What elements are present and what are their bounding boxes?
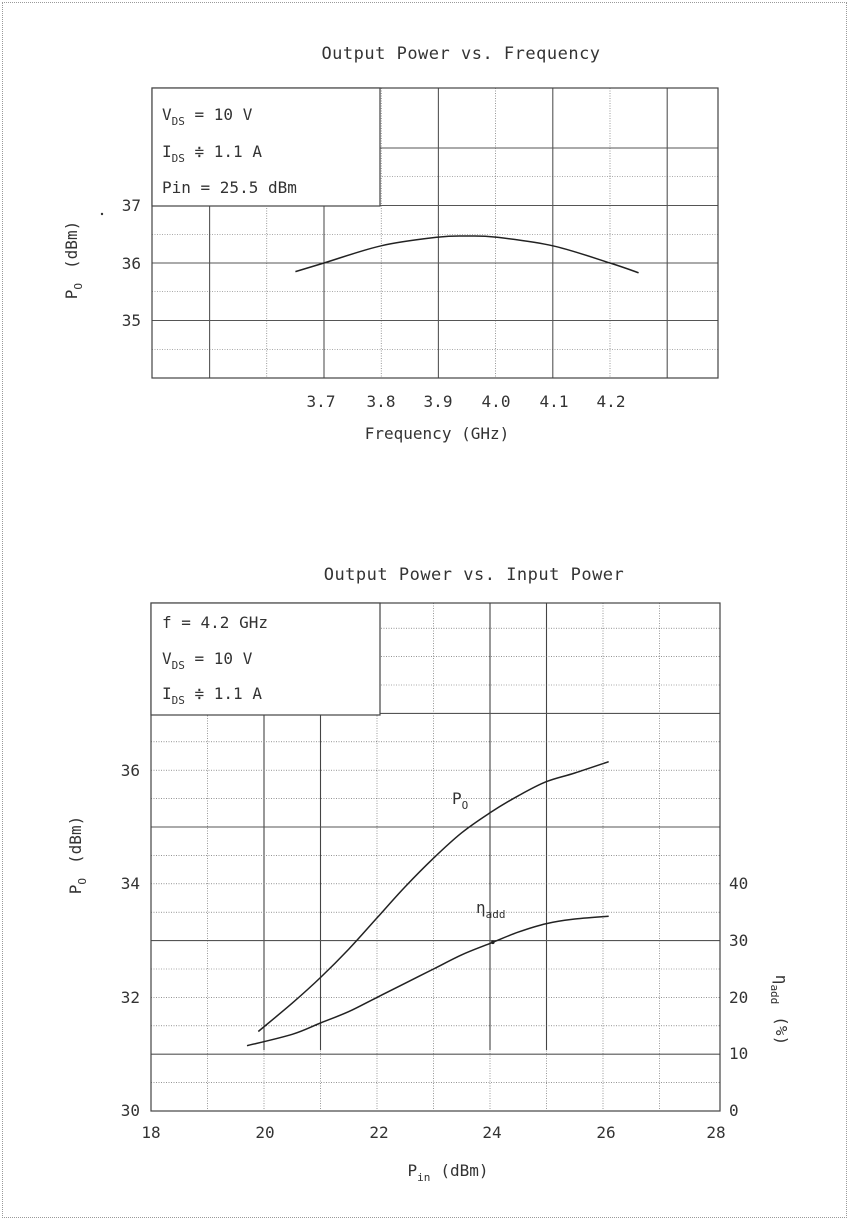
chart1-ytick-label: 36 [122, 254, 141, 273]
chart1-title: Output Power vs. Frequency [321, 44, 600, 64]
chart2-xtick-label: 26 [596, 1123, 615, 1142]
chart2-series-eta-add-line [246, 915, 609, 1047]
chart-output-power-vs-frequency: Output Power vs. Frequency VDS = 10 V ID… [62, 44, 719, 443]
chart1-xtick-label: 4.0 [482, 392, 511, 411]
chart2-annotation-f: f = 4.2 GHz [162, 613, 268, 632]
chart2-annotation-box [150, 602, 381, 716]
chart1-stray-dot [100, 212, 104, 216]
chart2-x-axis-label: Pin (dBm) [407, 1161, 488, 1184]
chart2-ytick-label: 36 [121, 761, 140, 780]
chart1-xtick-label: 3.7 [307, 392, 336, 411]
chart1-y-axis-label: PO(dBm) [62, 221, 85, 299]
chart2-annotation-vds: VDS = 10 V [162, 649, 253, 672]
chart1-plot-frame [151, 87, 719, 379]
chart2-xtick-label: 24 [482, 1123, 501, 1142]
chart1-x-axis-label: Frequency (GHz) [365, 424, 510, 443]
chart2-y2tick-label: 0 [729, 1101, 739, 1120]
chart2-title: Output Power vs. Input Power [324, 565, 625, 585]
chart1-xtick-label: 3.9 [424, 392, 453, 411]
chart2-ytick-label: 34 [121, 874, 140, 893]
chart2-xtick-label: 22 [369, 1123, 388, 1142]
chart-output-power-vs-input-power: Output Power vs. Input Power f = 4.2 GHz… [66, 565, 791, 1184]
chart1-annotation-vds: VDS = 10 V [162, 105, 253, 128]
chart2-y2tick-label: 30 [729, 931, 748, 950]
chart2-y2tick-label: 40 [729, 874, 748, 893]
chart1-xtick-label: 3.8 [367, 392, 396, 411]
chart1-series-line [295, 235, 639, 274]
chart1-ytick-label: 35 [122, 311, 141, 330]
chart1-xtick-label: 4.1 [540, 392, 569, 411]
chart2-xtick-label: 20 [255, 1123, 274, 1142]
chart2-y-axis-label: PO(dBm) [66, 816, 89, 894]
chart1-annotation-pin: Pin = 25.5 dBm [162, 178, 297, 197]
series-label-eta-add: ηadd [476, 898, 506, 921]
chart2-series-po-line [257, 760, 609, 1033]
chart2-y2tick-label: 10 [729, 1044, 748, 1063]
series-label-po: PO [452, 789, 468, 812]
chart2-xtick-label: 28 [706, 1123, 725, 1142]
chart2-ytick-label: 30 [121, 1101, 140, 1120]
chart1-xtick-label: 4.2 [597, 392, 626, 411]
chart2-y2-axis-label: ηadd(%) [768, 975, 791, 1045]
chart1-annotation-ids: IDS ≑ 1.1 A [162, 142, 262, 165]
chart2-eta-marker [491, 940, 495, 945]
chart2-y2tick-label: 20 [729, 988, 748, 1007]
chart2-plot-frame [150, 602, 721, 1112]
chart1-annotation-box [151, 87, 381, 207]
chart2-ytick-label: 32 [121, 988, 140, 1007]
chart1-ytick-label: 37 [122, 196, 141, 215]
chart2-annotation-ids: IDS ≑ 1.1 A [162, 684, 262, 707]
chart2-xtick-label: 18 [141, 1123, 160, 1142]
